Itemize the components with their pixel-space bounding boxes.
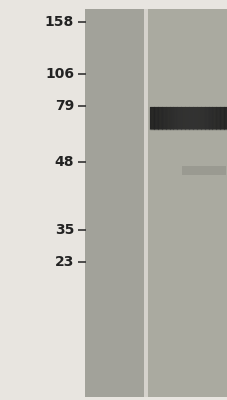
Text: 48: 48 <box>54 155 74 169</box>
Text: 23: 23 <box>54 255 74 269</box>
Bar <box>147 9 227 397</box>
Text: 158: 158 <box>45 15 74 29</box>
Bar <box>85 9 143 397</box>
Text: 106: 106 <box>45 67 74 81</box>
Bar <box>143 9 147 397</box>
Bar <box>181 166 225 175</box>
Text: 35: 35 <box>54 223 74 237</box>
Bar <box>149 107 227 129</box>
Text: 79: 79 <box>55 99 74 113</box>
